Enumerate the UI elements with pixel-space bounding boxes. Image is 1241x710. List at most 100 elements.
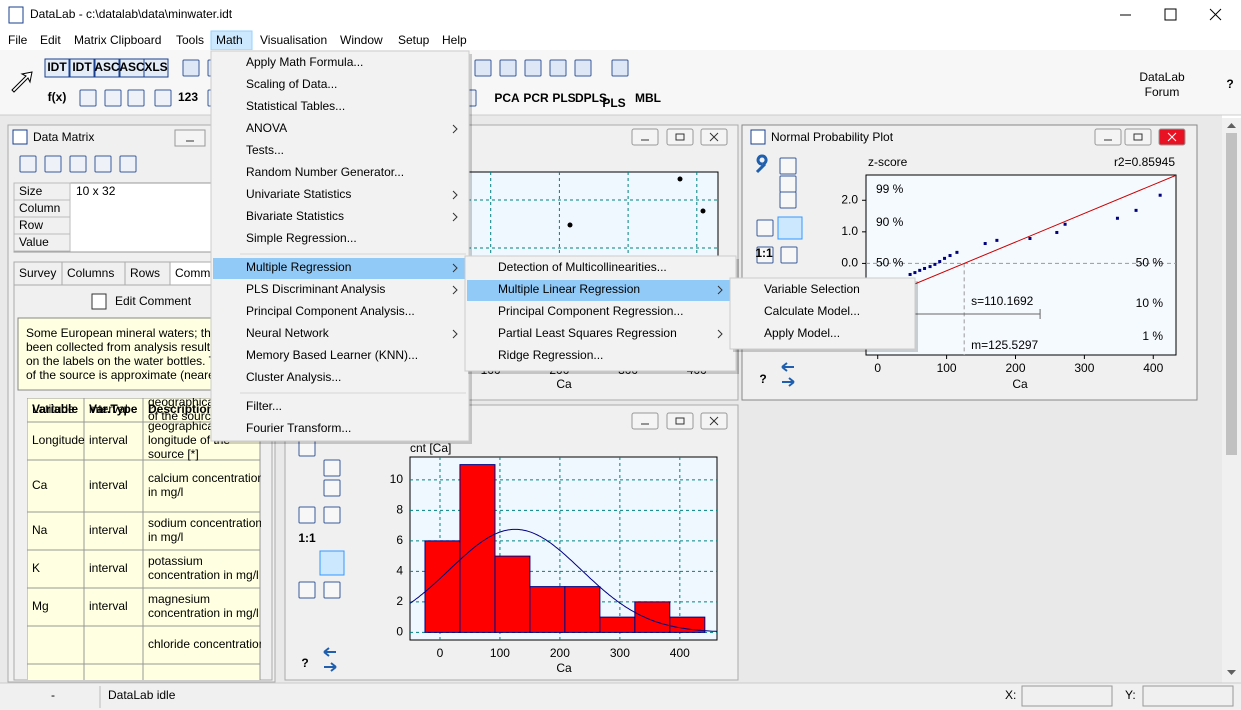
- menu-item[interactable]: Cluster Analysis...: [246, 370, 341, 384]
- x-tick-label: 0: [874, 361, 881, 375]
- edit-comment-button[interactable]: Edit Comment: [115, 294, 192, 308]
- tab[interactable]: Survey: [19, 266, 56, 280]
- icon: [779, 175, 797, 193]
- point: [677, 176, 683, 182]
- menu-item[interactable]: Apply Math Formula...: [246, 55, 363, 69]
- menu-item[interactable]: Simple Regression...: [246, 231, 357, 245]
- y-axis-label: z-score: [868, 155, 908, 169]
- toolbar-icon[interactable]: IDT: [72, 60, 92, 74]
- point: [1158, 193, 1162, 197]
- icon: [69, 58, 95, 78]
- math-menu: [210, 50, 470, 442]
- menu-item[interactable]: ANOVA: [246, 121, 287, 135]
- toolbar-icon[interactable]: PLS: [552, 91, 575, 105]
- table-cell: in mg/l: [148, 485, 183, 499]
- table-cell: interval: [89, 523, 128, 537]
- toolbar-icon[interactable]: XLS: [144, 60, 167, 74]
- menu-item[interactable]: Setup: [398, 33, 430, 47]
- info-label-cell: [13, 233, 71, 252]
- menu-item[interactable]: Principal Component Regression...: [498, 304, 683, 318]
- one-to-one-button[interactable]: 1:1: [755, 246, 773, 260]
- x-tick-label: 100: [490, 646, 510, 660]
- r2-label: r2=0.85945: [1114, 155, 1175, 169]
- toolbar-icon[interactable]: PCA: [494, 91, 520, 105]
- table-cell: Mg: [32, 599, 49, 613]
- menu-item[interactable]: File: [8, 33, 28, 47]
- menu-item[interactable]: Multiple Linear Regression: [498, 282, 640, 296]
- icon: [549, 59, 567, 77]
- window-button: [174, 129, 206, 147]
- toolbar-icon[interactable]: IDT: [47, 60, 67, 74]
- menu-item[interactable]: PLS Discriminant Analysis: [246, 282, 385, 296]
- point: [943, 256, 947, 260]
- menu-item[interactable]: Calculate Model...: [764, 304, 860, 318]
- toolbar-icon[interactable]: PCR: [523, 91, 549, 105]
- bar: [494, 555, 531, 633]
- menu-item[interactable]: Tools: [176, 33, 204, 47]
- menu-item[interactable]: Statistical Tables...: [246, 99, 345, 113]
- help-button[interactable]: ?: [301, 656, 308, 670]
- table-header: Variable: [32, 402, 78, 416]
- tab[interactable]: Columns: [67, 266, 114, 280]
- point: [983, 242, 987, 246]
- menu-item[interactable]: Memory Based Learner (KNN)...: [246, 348, 418, 362]
- menu-item[interactable]: Visualisation: [260, 33, 327, 47]
- menu-item[interactable]: Matrix Clipboard: [74, 33, 161, 47]
- menu-item[interactable]: Ridge Regression...: [498, 348, 603, 362]
- menu-item[interactable]: Apply Model...: [764, 326, 840, 340]
- toolbar-icon[interactable]: ASC: [94, 60, 120, 74]
- info-label: Column: [19, 201, 60, 215]
- menu-item[interactable]: Edit: [40, 33, 61, 47]
- bar: [669, 616, 706, 633]
- menu-item[interactable]: Fourier Transform...: [246, 421, 351, 435]
- mean-label: m=125.5297: [971, 338, 1038, 352]
- forum-link[interactable]: DataLab: [1139, 70, 1185, 84]
- icon: [323, 581, 341, 599]
- one-to-one-button[interactable]: 1:1: [298, 531, 316, 545]
- window-button: [631, 128, 659, 146]
- toolbar-icon[interactable]: f(x): [48, 90, 67, 104]
- info-label: Row: [19, 218, 43, 232]
- help-button[interactable]: ?: [1226, 77, 1233, 91]
- menu-item[interactable]: Random Number Generator...: [246, 165, 404, 179]
- toolbar-icon[interactable]: PLS: [602, 96, 625, 110]
- y-tick-label: 2.0: [841, 192, 858, 206]
- window-title: Data Matrix: [33, 130, 94, 144]
- menu-item[interactable]: Window: [340, 33, 383, 47]
- menu-item[interactable]: Math: [216, 33, 243, 47]
- table-cell: sodium concentration: [148, 516, 262, 530]
- menu-item[interactable]: Variable Selection: [764, 282, 860, 296]
- menu-item[interactable]: Filter...: [246, 399, 282, 413]
- menu-item[interactable]: Neural Network: [246, 326, 330, 340]
- menu-item[interactable]: Help: [442, 33, 467, 47]
- forum-link[interactable]: Forum: [1145, 85, 1180, 99]
- icon: [182, 59, 200, 77]
- menu-item[interactable]: Multiple Regression: [246, 260, 351, 274]
- menu-item[interactable]: Principal Component Analysis...: [246, 304, 415, 318]
- toolbar-icon[interactable]: 123: [178, 90, 198, 104]
- table-cell: interval: [89, 599, 128, 613]
- toolbar-icon[interactable]: MBL: [635, 91, 661, 105]
- bar: [424, 540, 461, 633]
- help-button[interactable]: ?: [759, 372, 766, 386]
- icon: [298, 506, 316, 524]
- tab[interactable]: Comm: [175, 266, 210, 280]
- table-cell: Ca: [32, 478, 48, 492]
- menu-item[interactable]: Tests...: [246, 143, 284, 157]
- menu-item[interactable]: Bivariate Statistics: [246, 209, 344, 223]
- table-cell: in mg/l: [148, 530, 183, 544]
- button-glyph: [1167, 132, 1177, 142]
- point: [1055, 230, 1059, 234]
- menu-item[interactable]: Partial Least Squares Regression: [498, 326, 677, 340]
- icon: [474, 59, 492, 77]
- menu-item[interactable]: Scaling of Data...: [246, 77, 337, 91]
- tab[interactable]: Rows: [130, 266, 160, 280]
- comment-line: Some European mineral waters; the da: [26, 326, 234, 340]
- toolbar-icon[interactable]: ASC: [119, 60, 145, 74]
- menu-item[interactable]: Univariate Statistics: [246, 187, 351, 201]
- menu-item[interactable]: Detection of Multicollinearities...: [498, 260, 667, 274]
- nav-arrow: [323, 647, 337, 672]
- toolbar-icon[interactable]: DPLS: [575, 91, 607, 105]
- table-cell: Longitude: [32, 433, 85, 447]
